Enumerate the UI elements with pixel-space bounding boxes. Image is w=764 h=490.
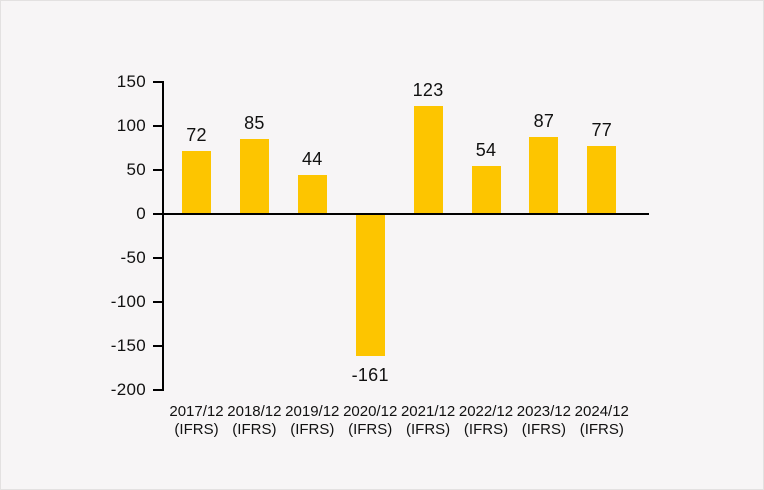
x-label-period: 2022/12 bbox=[458, 403, 514, 420]
y-axis-tick bbox=[153, 81, 163, 83]
x-label-standard: (IFRS) bbox=[463, 421, 509, 438]
y-axis-tick-label: -100 bbox=[110, 292, 146, 311]
bar bbox=[413, 105, 443, 214]
y-axis-tick bbox=[153, 257, 163, 259]
x-axis-category-label: 2021/12 (IFRS) bbox=[392, 403, 464, 439]
x-axis-zero-line bbox=[153, 213, 649, 215]
x-axis-category-label: 2024/12 (IFRS) bbox=[566, 403, 638, 439]
y-axis-tick-label: 150 bbox=[116, 72, 146, 91]
x-label-standard: (IFRS) bbox=[348, 421, 393, 438]
y-axis-tick-label: 100 bbox=[116, 116, 146, 135]
y-axis-tick bbox=[153, 169, 163, 171]
x-label-period: 2021/12 bbox=[400, 403, 456, 420]
bar bbox=[239, 139, 269, 214]
y-axis-tick bbox=[153, 345, 163, 347]
x-axis-category-label: 2020/12 (IFRS) bbox=[334, 403, 406, 439]
x-label-standard: (IFRS) bbox=[406, 421, 451, 438]
bar-value-label: 54 bbox=[475, 140, 497, 161]
x-label-standard: (IFRS) bbox=[521, 421, 566, 438]
bar-value-label: 123 bbox=[412, 79, 444, 100]
bar-value-label: 85 bbox=[244, 113, 265, 134]
bar bbox=[182, 150, 211, 214]
x-label-standard: (IFRS) bbox=[232, 421, 277, 438]
bar bbox=[297, 175, 327, 214]
x-label-period: 2023/12 bbox=[516, 403, 571, 420]
x-axis-category-label: 2023/12 (IFRS) bbox=[508, 403, 580, 439]
x-axis-category-label: 2022/12 (IFRS) bbox=[450, 403, 522, 439]
bar-value-label: 72 bbox=[186, 124, 207, 145]
x-axis-category-label: 2017/12 (IFRS) bbox=[161, 403, 233, 439]
bar-value-label: -161 bbox=[351, 364, 389, 385]
x-label-standard: (IFRS) bbox=[290, 421, 335, 438]
bar-value-label: 87 bbox=[533, 111, 555, 132]
y-axis-tick bbox=[153, 389, 163, 391]
y-axis-tick bbox=[153, 301, 163, 303]
bar bbox=[355, 214, 385, 356]
bar bbox=[471, 166, 501, 214]
x-axis-category-label: 2019/12 (IFRS) bbox=[276, 403, 348, 439]
bar-value-label: 44 bbox=[301, 149, 323, 170]
x-label-period: 2020/12 bbox=[343, 403, 398, 420]
y-axis-line bbox=[162, 81, 164, 391]
y-axis-tick-label: -150 bbox=[110, 336, 146, 355]
x-axis-category-label: 2018/12 (IFRS) bbox=[218, 403, 290, 439]
x-label-standard: (IFRS) bbox=[579, 421, 624, 438]
x-label-standard: (IFRS) bbox=[174, 421, 219, 438]
bar bbox=[587, 146, 617, 214]
y-axis-tick-label: -50 bbox=[120, 248, 146, 267]
y-axis-tick-label: -200 bbox=[110, 380, 146, 399]
x-label-period: 2018/12 bbox=[227, 403, 282, 420]
y-axis-tick-label: 50 bbox=[126, 160, 146, 179]
bar-value-label: 77 bbox=[591, 120, 613, 141]
y-axis-tick bbox=[153, 125, 163, 127]
x-label-period: 2019/12 bbox=[285, 403, 340, 420]
x-label-period: 2024/12 bbox=[574, 403, 629, 420]
y-axis-tick-label: 0 bbox=[136, 204, 146, 223]
x-label-period: 2017/12 bbox=[169, 403, 224, 420]
bar bbox=[529, 137, 559, 214]
